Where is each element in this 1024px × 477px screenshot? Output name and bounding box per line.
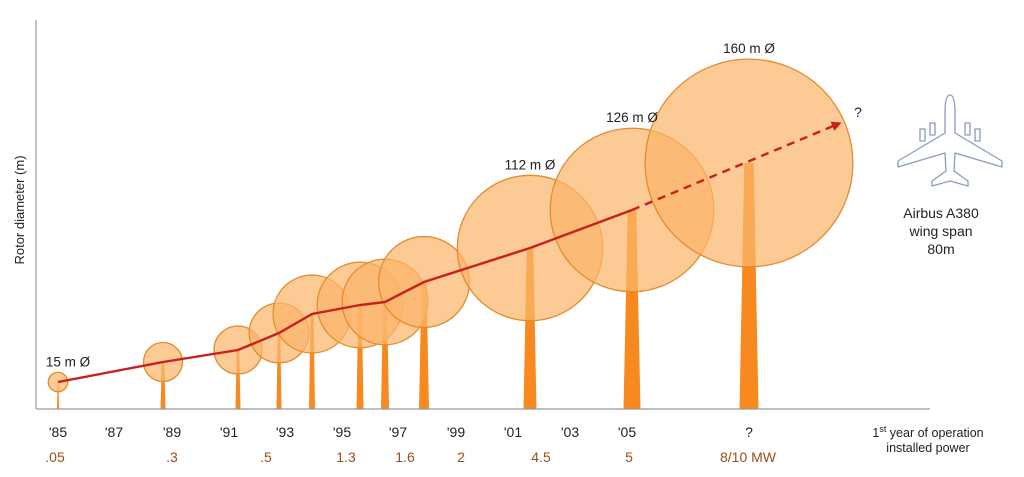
power-label: .3 xyxy=(166,449,178,465)
diameter-label: 160 m Ø xyxy=(723,41,775,56)
rotor-disc xyxy=(644,58,854,268)
x-tick-label: '05 xyxy=(618,424,636,440)
x-tick-label: '03 xyxy=(561,424,579,440)
diameter-label: 126 m Ø xyxy=(606,110,658,125)
rotor-disc-layer xyxy=(47,58,854,393)
airplane-caption: Airbus A380 wing span 80m xyxy=(896,204,986,258)
trend-line xyxy=(57,208,633,384)
power-label: 1.6 xyxy=(395,449,415,465)
diameter-label: 15 m Ø xyxy=(46,354,91,369)
airplane-caption-line2: wing span xyxy=(909,223,973,239)
legend-year-text: year of operation xyxy=(886,426,984,441)
x-tick-label: '89 xyxy=(163,424,181,440)
x-tick-label: '91 xyxy=(220,424,238,440)
x-tick-label: '01 xyxy=(504,424,522,440)
power-label: 5 xyxy=(625,449,633,465)
legend-year-sup: st xyxy=(879,424,887,434)
trend-projection-arrow xyxy=(631,121,842,212)
airplane-caption-line3: 80m xyxy=(927,241,955,257)
legend-installed-power: installed power xyxy=(886,441,970,455)
y-axis-label-box: Rotor diameter (m) xyxy=(12,155,27,264)
x-tick-label: ? xyxy=(745,424,753,440)
power-label-layer: .05 .3 .5 1.3 1.6 2 4.5 5 8/10 MW xyxy=(45,449,777,465)
power-label: 8/10 MW xyxy=(720,449,777,465)
power-label: 2 xyxy=(457,449,465,465)
airplane-icon xyxy=(897,94,1003,187)
legend-year-number: 1 xyxy=(872,426,880,441)
airplane-caption-line1: Airbus A380 xyxy=(903,205,979,221)
trend-layer: ? xyxy=(57,104,862,384)
axes-layer xyxy=(35,20,930,410)
legend-year-of-operation: 1st year of operation xyxy=(848,424,1008,440)
x-tick-label: '97 xyxy=(389,424,407,440)
x-tick-label: '99 xyxy=(447,424,465,440)
y-axis-label: Rotor diameter (m) xyxy=(12,155,27,264)
x-tick-label: '93 xyxy=(276,424,294,440)
label-layer: 15 m Ø 112 m Ø 126 m Ø 160 m Ø xyxy=(46,41,776,369)
power-label: 4.5 xyxy=(531,449,551,465)
diameter-label: 112 m Ø xyxy=(505,157,556,172)
x-tick-label: '87 xyxy=(105,424,123,440)
x-tick-label: '85 xyxy=(49,424,67,440)
power-label: .05 xyxy=(45,449,65,465)
power-label: .5 xyxy=(260,449,272,465)
x-tick-layer: '85 '87 '89 '91 '93 '95 '97 '99 '01 '03 '05? xyxy=(49,424,753,440)
x-tick-label: '95 xyxy=(333,424,351,440)
power-label: 1.3 xyxy=(336,449,356,465)
trend-end-label: ? xyxy=(854,104,862,120)
